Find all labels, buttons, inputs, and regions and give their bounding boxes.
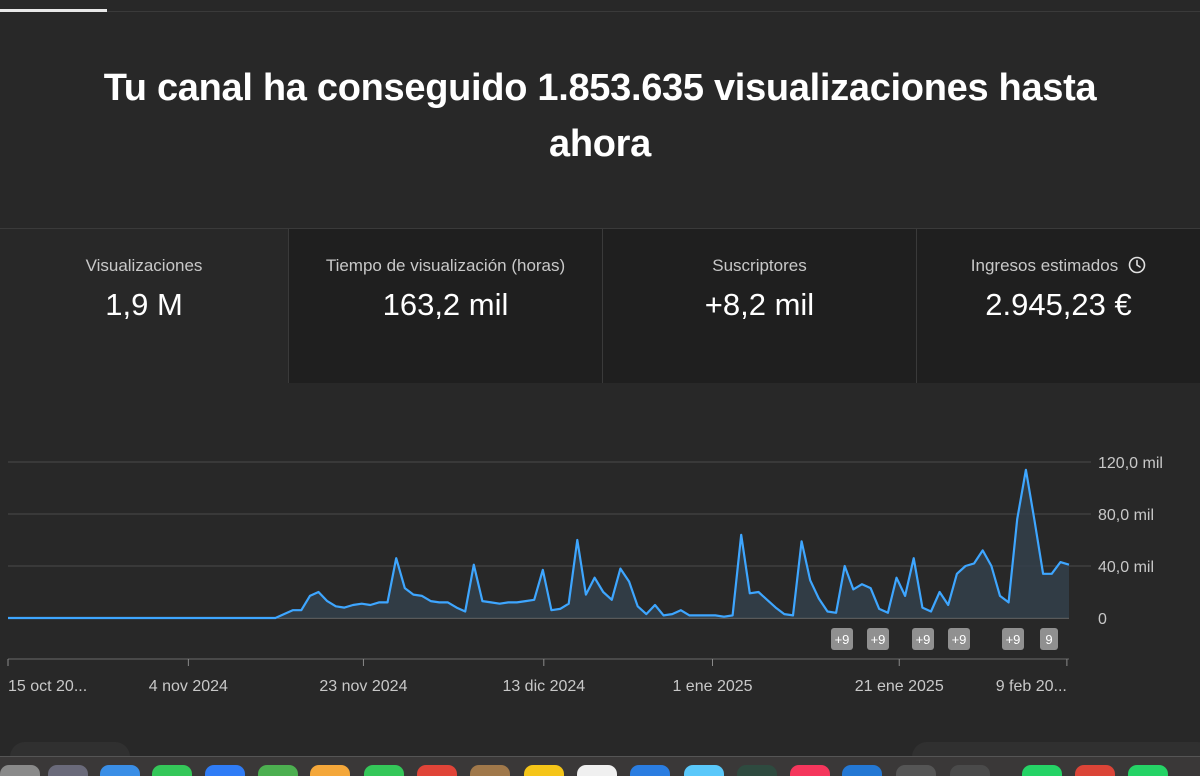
- messages-icon[interactable]: [152, 765, 192, 776]
- activity-icon[interactable]: [896, 765, 936, 776]
- series-line[interactable]: [8, 468, 1070, 620]
- metric-card-views[interactable]: Visualizaciones 1,9 M: [0, 229, 288, 383]
- metric-label: Suscriptores: [712, 256, 807, 275]
- x-tick-label: 4 nov 2024: [149, 678, 228, 695]
- metric-value: 2.945,23 €: [985, 287, 1132, 322]
- annotation-label: +9: [871, 632, 886, 647]
- annotation-badge: [1002, 628, 1024, 650]
- finder-alt-icon[interactable]: [684, 765, 724, 776]
- x-tick-label: 23 nov 2024: [319, 678, 407, 695]
- safari-icon[interactable]: [100, 765, 140, 776]
- contacts-icon[interactable]: [470, 765, 510, 776]
- tab-bar: [0, 0, 1200, 12]
- x-tick-label: 15 oct 20...: [8, 678, 87, 695]
- maps-icon[interactable]: [258, 765, 298, 776]
- y-tick-label: 120,0 mil: [1098, 455, 1163, 472]
- annotation-label: +9: [1006, 632, 1021, 647]
- metrics-row: Visualizaciones 1,9 M Tiempo de visualiz…: [0, 228, 1200, 383]
- metric-card-watch-time[interactable]: Tiempo de visualización (horas) 163,2 mi…: [288, 229, 602, 383]
- annotation-label: +9: [916, 632, 931, 647]
- metric-label: Tiempo de visualización (horas): [325, 256, 566, 275]
- chrome-icon[interactable]: [1075, 765, 1115, 776]
- metric-value: 1,9 M: [105, 287, 183, 322]
- clock-icon[interactable]: [1128, 256, 1146, 274]
- metric-label: Ingresos estimados: [917, 256, 1200, 276]
- annotation-marker[interactable]: 9: [1040, 628, 1058, 650]
- music-icon[interactable]: [790, 765, 830, 776]
- annotation-marker[interactable]: +9: [867, 628, 889, 650]
- chart-series[interactable]: [7, 468, 1070, 620]
- appstore-icon[interactable]: [737, 765, 777, 776]
- metric-value: 163,2 mil: [382, 287, 509, 322]
- annotation-badge: [867, 628, 889, 650]
- launchpad-icon[interactable]: [48, 765, 88, 776]
- calendar-icon[interactable]: [417, 765, 457, 776]
- chart-y-ticks: 0 40,0 mil 80,0 mil 120,0 mil: [1098, 455, 1163, 628]
- notes-icon[interactable]: [524, 765, 564, 776]
- reminders-icon[interactable]: [577, 765, 617, 776]
- x-tick-label: 13 dic 2024: [502, 678, 585, 695]
- photos-icon[interactable]: [310, 765, 350, 776]
- mail-icon[interactable]: [205, 765, 245, 776]
- whatsapp-icon[interactable]: [1022, 765, 1062, 776]
- views-chart[interactable]: 0 40,0 mil 80,0 mil 120,0 mil 15 oct 20... 4…: [0, 440, 1200, 700]
- series-area: [8, 469, 1069, 618]
- annotation-label: +9: [952, 632, 967, 647]
- x-tick-label: 21 ene 2025: [855, 678, 944, 695]
- page-headline: Tu canal ha conseguido 1.853.635 visuali…: [103, 67, 1097, 165]
- macos-dock: [0, 756, 1200, 776]
- annotation-marker[interactable]: +9: [831, 628, 853, 650]
- annotation-marker[interactable]: +9: [912, 628, 934, 650]
- metric-card-revenue[interactable]: Ingresos estimados 2.945,23 €: [916, 229, 1200, 383]
- finder-icon[interactable]: [0, 765, 40, 776]
- active-tab-indicator: [0, 9, 107, 12]
- metric-label: Visualizaciones: [85, 256, 203, 275]
- y-tick-label: 40,0 mil: [1098, 559, 1154, 576]
- x-tick-label: 1 ene 2025: [672, 678, 752, 695]
- facetime-icon[interactable]: [364, 765, 404, 776]
- annotation-badge: [831, 628, 853, 650]
- annotation-badge: [948, 628, 970, 650]
- keynote-icon[interactable]: [630, 765, 670, 776]
- annotation-badge: [912, 628, 934, 650]
- x-tick-label: 9 feb 20...: [996, 678, 1067, 695]
- metric-value: +8,2 mil: [704, 287, 815, 322]
- xcode-icon[interactable]: [842, 765, 882, 776]
- metric-card-subscribers[interactable]: Suscriptores +8,2 mil: [602, 229, 916, 383]
- y-tick-label: 0: [1098, 611, 1107, 628]
- search-app-icon[interactable]: [950, 765, 990, 776]
- annotation-label: 9: [1045, 632, 1052, 647]
- y-tick-label: 80,0 mil: [1098, 507, 1154, 524]
- annotation-label: +9: [835, 632, 850, 647]
- chart-x-ticks: 15 oct 20... 4 nov 2024 23 nov 2024 13 dic …: [7, 659, 1068, 695]
- whatsapp-alt-icon[interactable]: [1128, 765, 1168, 776]
- metric-label-text: Ingresos estimados: [970, 256, 1119, 275]
- annotation-marker[interactable]: +9: [1002, 628, 1024, 650]
- chart-markers[interactable]: +9 +9 +9 +9 +9 9: [831, 628, 1058, 650]
- annotation-badge: [1040, 628, 1058, 650]
- annotation-marker[interactable]: +9: [948, 628, 970, 650]
